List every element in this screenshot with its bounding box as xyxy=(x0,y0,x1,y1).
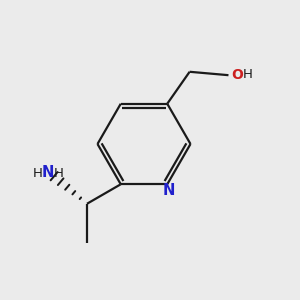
Text: N: N xyxy=(163,183,175,198)
Text: H: H xyxy=(54,167,64,180)
Text: O: O xyxy=(231,68,243,82)
Text: N: N xyxy=(41,165,54,180)
Text: H: H xyxy=(33,167,43,180)
Text: H: H xyxy=(243,68,253,81)
